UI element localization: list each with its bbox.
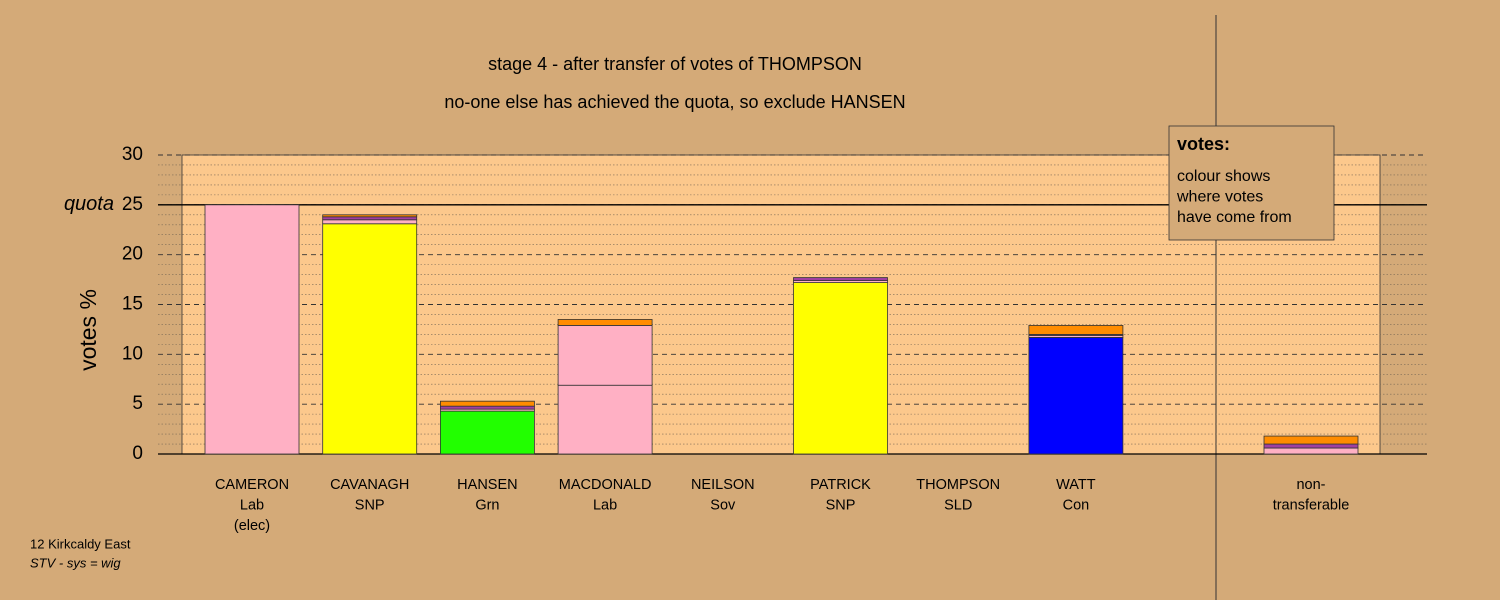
bar-segment — [439, 410, 535, 455]
bar-segment — [322, 214, 418, 218]
legend-text: colour shows — [1177, 168, 1270, 185]
y-axis-label: votes % — [75, 289, 101, 371]
chart-title: stage 4 - after transfer of votes of THO… — [488, 54, 862, 74]
legend-text: have come from — [1177, 209, 1292, 226]
x-tick-label: SLD — [944, 497, 972, 513]
legend: votes: colour shows where votes have come … — [1168, 125, 1335, 241]
bar-segment — [1028, 336, 1124, 455]
labels: 0 5 10 15 20 25 30 quota CAMERON Lab (elec) CAVANAG… — [64, 144, 1349, 534]
x-tick-label: (elec) — [234, 518, 270, 534]
bar-segment — [557, 384, 653, 455]
bar-segment — [439, 405, 535, 410]
bar-segment — [322, 216, 418, 221]
bar-segment — [1028, 325, 1124, 335]
bar-segment — [557, 325, 653, 386]
x-tick-label: transferable — [1273, 497, 1350, 513]
x-tick-label: Lab — [593, 497, 617, 513]
bars — [204, 204, 1359, 455]
bar-segment — [1263, 435, 1359, 445]
x-tick-label: PATRICK — [810, 477, 871, 493]
bar-segment — [793, 277, 888, 281]
legend-title: votes: — [1177, 134, 1230, 154]
footer-system: STV - sys = wig — [30, 555, 121, 570]
x-tick-label: SNP — [355, 497, 385, 513]
x-tick-label: NEILSON — [691, 477, 755, 493]
quota-label: quota — [64, 193, 114, 215]
y-tick-label: 25 — [122, 194, 143, 215]
x-tick-label: Con — [1063, 497, 1090, 513]
y-tick-label: 10 — [122, 343, 143, 364]
chart-subtitle: no-one else has achieved the quota, so e… — [444, 92, 905, 112]
x-tick-label: Grn — [475, 497, 499, 513]
legend-box — [1168, 125, 1335, 241]
bar-segment — [322, 223, 418, 455]
x-tick-label: SNP — [826, 497, 856, 513]
x-tick-label: HANSEN — [457, 477, 517, 493]
bar-segment — [557, 319, 653, 326]
x-tick-label: Lab — [240, 497, 264, 513]
y-tick-label: 15 — [122, 294, 143, 315]
bar-segment — [1263, 447, 1359, 455]
y-tick-label: 0 — [132, 443, 143, 464]
x-tick-label: non- — [1296, 477, 1325, 493]
legend-text: where votes — [1176, 189, 1263, 206]
y-tick-label: 30 — [122, 144, 143, 165]
x-tick-label: MACDONALD — [559, 477, 652, 493]
bar-segment — [322, 219, 418, 225]
x-tick-label: WATT — [1056, 477, 1096, 493]
x-tick-label: CAVANAGH — [330, 477, 409, 493]
footer-area: 12 Kirkcaldy East — [30, 536, 131, 551]
bar-segment — [439, 400, 535, 407]
x-tick-label: THOMPSON — [916, 477, 1000, 493]
bar-segment — [1263, 443, 1359, 449]
x-tick-label: Sov — [710, 497, 736, 513]
x-tick-label: CAMERON — [215, 477, 289, 493]
y-tick-label: 20 — [122, 244, 143, 265]
bar-segment — [793, 282, 888, 455]
bar-segment — [204, 204, 300, 455]
y-tick-label: 5 — [132, 393, 143, 414]
